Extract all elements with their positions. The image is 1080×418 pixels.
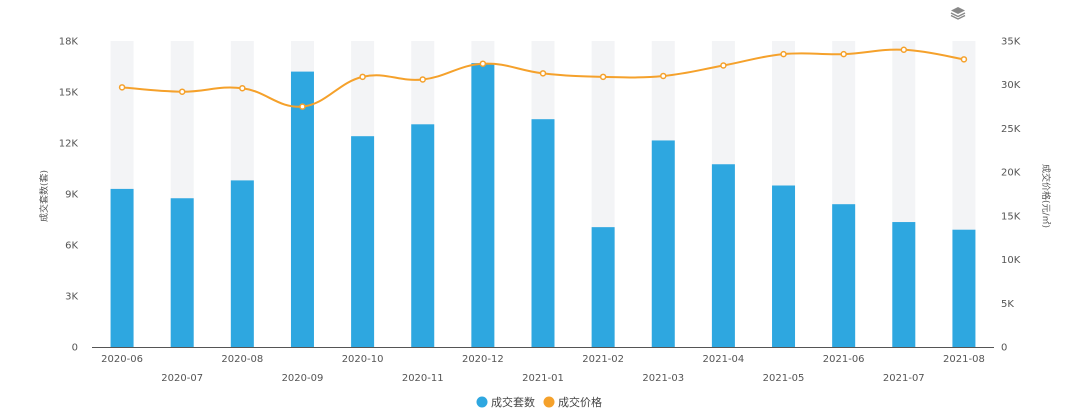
left-tick-label: 6K	[65, 241, 78, 252]
line-point	[599, 73, 607, 81]
line-point	[720, 62, 727, 69]
right-tick-label: 0	[1001, 343, 1007, 354]
axis-labels: 0 3K 6K 9K 12K 15K 18K 0 5K 10K 15K 20K 25K 30K 35K 202…	[38, 37, 1052, 385]
line-point	[239, 84, 246, 92]
x-tick-label: 2020-09	[282, 373, 324, 384]
line-point	[539, 70, 547, 77]
bar	[411, 124, 435, 347]
bar	[772, 185, 796, 347]
right-tick-label: 30K	[1001, 80, 1021, 91]
bar	[711, 164, 735, 347]
bar	[230, 180, 254, 347]
bar	[471, 63, 495, 347]
bar	[110, 188, 134, 347]
line-point	[419, 76, 426, 83]
x-tick-label: 2021-07	[883, 373, 925, 384]
bar	[170, 198, 194, 347]
x-tick-label: 2020-11	[402, 373, 444, 384]
legend-marker	[476, 396, 488, 408]
left-tick-label: 9K	[65, 190, 78, 201]
right-tick-label: 10K	[1001, 255, 1021, 266]
line-series	[118, 46, 968, 110]
line-point	[840, 50, 847, 58]
price-line	[121, 48, 965, 108]
x-tick-label: 2021-04	[703, 354, 745, 365]
left-tick-label: 18K	[59, 37, 79, 48]
right-tick-label: 25K	[1001, 124, 1021, 135]
left-tick-label: 0	[72, 343, 78, 354]
line-point	[660, 72, 667, 80]
line-point	[118, 84, 126, 91]
bar	[351, 136, 375, 347]
bar	[832, 204, 856, 347]
line-point	[178, 88, 186, 95]
legend: 成交套数 成交价格	[476, 395, 602, 409]
x-tick-label: 2020-12	[462, 354, 504, 365]
legend-marker	[543, 396, 555, 408]
line-point	[299, 103, 306, 110]
left-axis-title: 成交套数(套)	[38, 170, 50, 222]
right-tick-label: 15K	[1001, 211, 1021, 222]
bar	[952, 229, 976, 347]
bar	[591, 227, 615, 347]
right-tick-label: 20K	[1001, 168, 1021, 179]
x-tick-label: 2020-07	[161, 373, 203, 384]
bar	[531, 119, 555, 347]
left-tick-label: 15K	[59, 88, 79, 99]
layers-icon[interactable]	[950, 7, 966, 20]
x-tick-label: 2021-08	[943, 354, 985, 365]
bar-series	[110, 63, 976, 347]
x-tick-label: 2021-03	[642, 373, 684, 384]
legend-label: 成交价格	[558, 395, 602, 409]
x-tick-label: 2020-08	[221, 354, 263, 365]
x-tick-label: 2020-06	[101, 354, 143, 365]
right-axis-title: 成交价格(元/㎡)	[1040, 164, 1052, 228]
bar	[651, 140, 675, 347]
line-point	[780, 50, 787, 58]
left-tick-label: 12K	[59, 139, 79, 150]
x-tick-label: 2021-05	[763, 373, 805, 384]
line-point	[900, 46, 908, 53]
x-tick-label: 2020-10	[342, 354, 384, 365]
line-point	[359, 73, 366, 81]
left-tick-label: 3K	[65, 292, 78, 303]
line-point	[479, 60, 487, 67]
right-tick-label: 5K	[1001, 299, 1014, 310]
right-tick-label: 35K	[1001, 37, 1021, 48]
x-tick-label: 2021-01	[522, 373, 564, 384]
bar	[290, 71, 314, 347]
x-tick-label: 2021-06	[823, 354, 865, 365]
legend-label: 成交套数	[491, 395, 535, 409]
bar	[892, 222, 916, 347]
line-point	[960, 56, 968, 63]
x-tick-label: 2021-02	[582, 354, 624, 365]
